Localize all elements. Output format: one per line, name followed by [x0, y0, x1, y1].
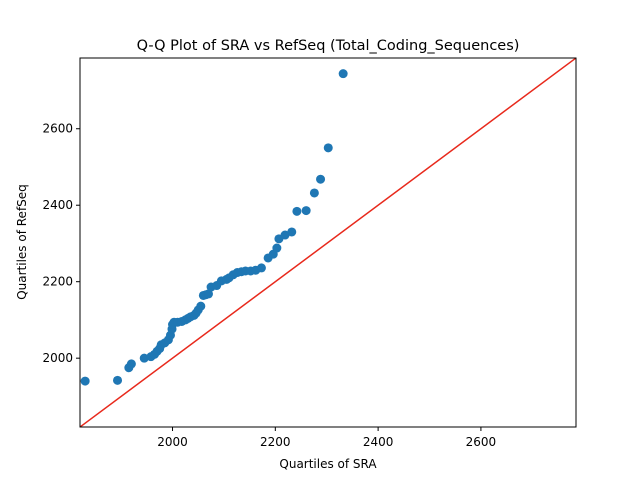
- data-point: [126, 359, 136, 369]
- data-point: [203, 289, 213, 299]
- data-point: [292, 206, 302, 216]
- x-tick-label: 2600: [466, 435, 497, 449]
- data-point: [287, 227, 297, 237]
- data-point: [316, 174, 326, 184]
- x-tick-label: 2000: [157, 435, 188, 449]
- y-tick-label: 2000: [42, 351, 73, 365]
- plot-frame: [79, 57, 577, 428]
- y-tick-label: 2600: [42, 122, 73, 136]
- data-point: [256, 263, 266, 273]
- y-axis: 2000 2200 2400 2600: [42, 122, 80, 365]
- data-point: [338, 69, 348, 79]
- x-axis-label: Quartiles of SRA: [279, 457, 377, 471]
- reference-line: [80, 58, 576, 427]
- y-tick-label: 2400: [42, 198, 73, 212]
- y-tick-label: 2200: [42, 275, 73, 289]
- data-point: [280, 230, 290, 240]
- plot-area: [80, 58, 576, 427]
- chart-title: Q-Q Plot of SRA vs RefSeq (Total_Coding_…: [137, 38, 520, 54]
- data-point: [80, 376, 90, 386]
- data-point: [272, 243, 282, 253]
- x-tick-label: 2200: [260, 435, 291, 449]
- data-point: [309, 188, 319, 198]
- y-axis-label: Quartiles of RefSeq: [15, 184, 29, 300]
- data-point: [196, 301, 206, 311]
- data-point: [323, 143, 333, 153]
- data-point: [301, 206, 311, 216]
- x-tick-label: 2400: [363, 435, 394, 449]
- data-point: [113, 375, 123, 385]
- x-axis: 2000 2200 2400 2600: [157, 427, 496, 449]
